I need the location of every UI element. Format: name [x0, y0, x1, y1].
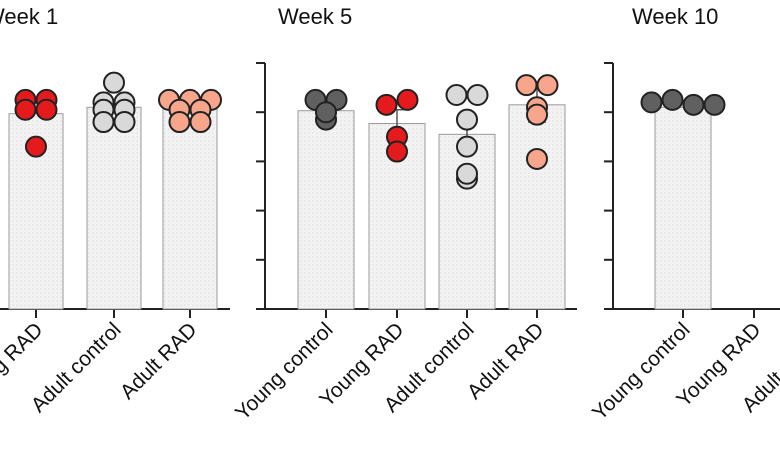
data-point [315, 101, 337, 124]
data-point [456, 162, 478, 185]
category-label: Adult RAD [116, 318, 202, 404]
data-point [92, 111, 115, 134]
category-label: Adult RAD [463, 318, 549, 404]
bar [438, 133, 496, 310]
data-point [375, 93, 398, 116]
data-point [703, 93, 726, 116]
data-point [396, 88, 419, 111]
data-point [456, 135, 478, 158]
bar [654, 106, 712, 310]
data-point [189, 111, 212, 134]
data-point [661, 88, 684, 111]
data-point [386, 140, 408, 163]
data-point [35, 98, 58, 121]
data-point [14, 98, 37, 121]
bar [162, 105, 218, 310]
data-point [682, 93, 705, 116]
data-point [536, 74, 559, 97]
data-point [445, 83, 468, 106]
bar [86, 106, 142, 310]
data-point [25, 135, 47, 158]
panel-title: Week 10 [632, 4, 718, 29]
data-point [526, 147, 548, 170]
data-point [526, 103, 548, 126]
data-point [168, 111, 191, 134]
bar [508, 104, 566, 310]
category-label: Young control [231, 318, 338, 425]
category-label: Young control [588, 318, 695, 425]
data-point [456, 108, 478, 131]
data-point [466, 83, 489, 106]
panel-title: Week 1 [0, 4, 58, 29]
data-point [113, 111, 136, 134]
data-point [640, 91, 663, 114]
bar [297, 110, 355, 310]
data-point [103, 71, 125, 94]
panel-title: Week 5 [278, 4, 352, 29]
data-point [515, 74, 538, 97]
